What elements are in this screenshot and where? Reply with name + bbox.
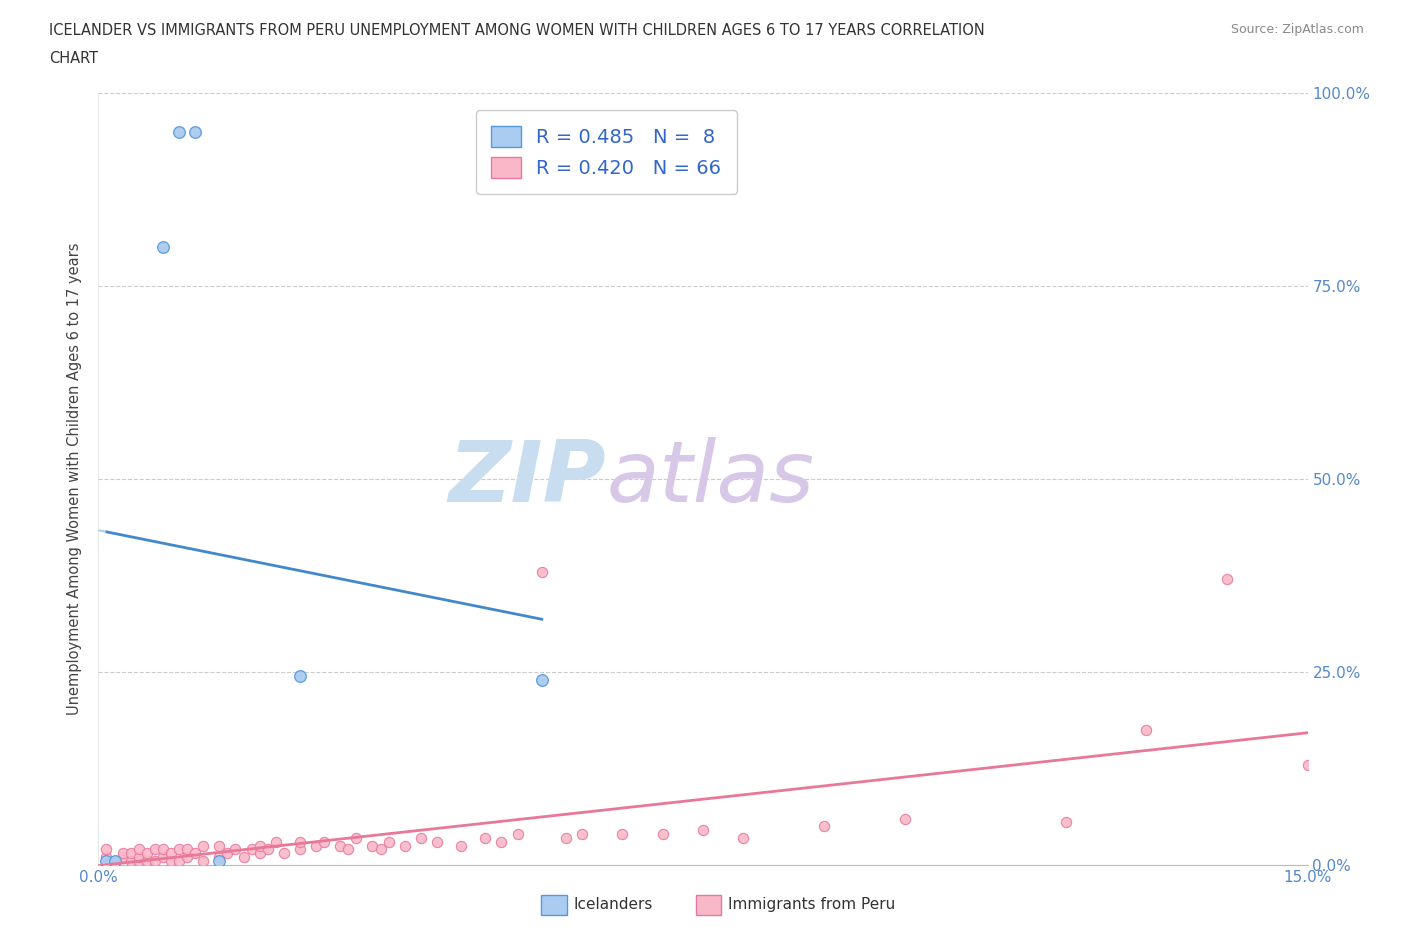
Point [184, 125, 207, 140]
Point [208, 854, 231, 869]
Point [120, 846, 142, 861]
Point [208, 850, 231, 865]
Point [249, 838, 271, 853]
Point [273, 846, 295, 861]
Point [344, 830, 367, 845]
Point [1296, 757, 1319, 772]
Point [120, 854, 142, 869]
Point [305, 838, 328, 853]
Point [152, 850, 174, 865]
Point [184, 846, 207, 861]
Legend: R = 0.485   N =  8, R = 0.420   N = 66: R = 0.485 N = 8, R = 0.420 N = 66 [475, 111, 737, 193]
Point [409, 830, 432, 845]
Point [128, 850, 150, 865]
Point [1135, 723, 1157, 737]
Point [217, 846, 239, 861]
Point [111, 850, 134, 865]
Point [103, 854, 125, 869]
Point [692, 823, 714, 838]
Point [288, 669, 311, 684]
Point [135, 854, 157, 869]
Point [208, 838, 231, 853]
Point [264, 834, 287, 849]
Point [506, 827, 529, 842]
Text: atlas: atlas [606, 437, 814, 521]
Point [530, 672, 553, 687]
Point [426, 834, 449, 849]
Point [394, 838, 416, 853]
Text: ZIP: ZIP [449, 437, 606, 521]
Point [377, 834, 399, 849]
Point [160, 854, 183, 869]
Point [111, 846, 134, 861]
Point [329, 838, 352, 853]
Point [314, 834, 336, 849]
Point [651, 827, 673, 842]
Point [555, 830, 578, 845]
Point [160, 846, 183, 861]
Point [1216, 572, 1239, 587]
Point [813, 819, 835, 834]
Point [135, 846, 157, 861]
Point [152, 240, 174, 255]
Point [128, 854, 150, 869]
FancyBboxPatch shape [696, 895, 721, 915]
Point [103, 854, 125, 869]
Point [143, 842, 166, 857]
Point [167, 125, 190, 140]
Text: CHART: CHART [49, 51, 98, 66]
Point [224, 842, 246, 857]
Point [474, 830, 496, 845]
Point [167, 854, 190, 869]
Point [232, 850, 254, 865]
Point [370, 842, 392, 857]
Point [733, 830, 755, 845]
Point [288, 834, 311, 849]
FancyBboxPatch shape [541, 895, 567, 915]
Point [143, 854, 166, 869]
Point [240, 842, 263, 857]
Point [96, 850, 118, 865]
Point [612, 827, 634, 842]
Point [176, 850, 198, 865]
Point [176, 842, 198, 857]
Point [571, 827, 593, 842]
Point [96, 842, 118, 857]
Text: Immigrants from Peru: Immigrants from Peru [728, 897, 896, 912]
Text: ICELANDER VS IMMIGRANTS FROM PERU UNEMPLOYMENT AMONG WOMEN WITH CHILDREN AGES 6 : ICELANDER VS IMMIGRANTS FROM PERU UNEMPL… [49, 23, 986, 38]
Point [193, 854, 215, 869]
Point [1054, 815, 1077, 830]
Y-axis label: Unemployment Among Women with Children Ages 6 to 17 years: Unemployment Among Women with Children A… [67, 243, 83, 715]
Point [361, 838, 384, 853]
Point [167, 842, 190, 857]
Point [337, 842, 360, 857]
Point [96, 854, 118, 869]
Point [288, 842, 311, 857]
Point [152, 842, 174, 857]
Point [450, 838, 472, 853]
Point [491, 834, 513, 849]
Point [256, 842, 278, 857]
Point [193, 838, 215, 853]
Text: Source: ZipAtlas.com: Source: ZipAtlas.com [1230, 23, 1364, 36]
Point [530, 565, 553, 579]
Text: Icelanders: Icelanders [574, 897, 652, 912]
Point [893, 811, 915, 826]
Point [128, 842, 150, 857]
Point [249, 846, 271, 861]
